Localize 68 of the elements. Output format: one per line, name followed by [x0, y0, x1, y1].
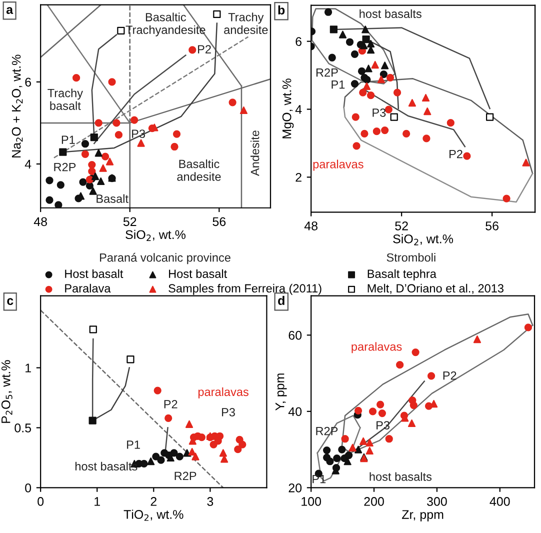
- legend-label: Paralava: [65, 284, 111, 293]
- y-tick-label: 0: [25, 483, 32, 492]
- x-axis-title: SiO$_{2}$, wt.%: [393, 234, 454, 246]
- x-axis-title: TiO$_{2}$, wt.%: [124, 510, 184, 521]
- x-axis-title: Zr, ppm: [402, 510, 444, 522]
- y-tick-label: 6: [25, 78, 31, 87]
- y-axis-title: Y, ppm: [276, 374, 287, 410]
- y-axis-title: MgO, wt.%: [282, 78, 294, 138]
- annotation: Basalt: [96, 194, 128, 203]
- text: Stromboli: [386, 253, 436, 262]
- annotation: P3: [132, 130, 145, 138]
- x-tick-label: 300: [427, 497, 447, 506]
- x-tick-label: 48: [304, 221, 318, 230]
- y-tick-label: 4: [24, 160, 32, 169]
- x-tick-label: 0: [38, 497, 44, 506]
- y-tick-label: 40: [288, 407, 302, 416]
- annotation: Trachy andesite: [224, 12, 268, 34]
- legend-label: Samples from Ferreira (2011): [168, 284, 322, 295]
- annotation: paralavas: [198, 387, 248, 398]
- annotation: P2: [198, 45, 211, 54]
- annotation: host basalts: [370, 472, 432, 481]
- annotation: paralavas: [352, 342, 402, 354]
- legend-label: Melt, D’Oriano et al., 2013: [368, 284, 504, 294]
- x-tick-label: 3: [207, 497, 214, 506]
- x-tick-label: 1: [94, 497, 100, 506]
- annotation: R2P: [174, 472, 196, 480]
- legend-label: Host basalt: [169, 269, 228, 278]
- annotation: P2: [450, 150, 462, 158]
- annotation: P1: [127, 440, 140, 449]
- annotation: Basaltic andesite: [177, 159, 221, 181]
- x-tick-label: 52: [123, 217, 136, 226]
- x-axis-title: SiO$_{2}$, wt.%: [126, 230, 186, 241]
- legend-label: Host basalt: [65, 269, 124, 278]
- chart-title: b: [278, 5, 285, 15]
- annotation: P3: [372, 108, 386, 117]
- annotation: host basalts: [360, 9, 422, 18]
- text: Paraná volcanic province: [100, 252, 230, 264]
- x-tick-label: 2: [150, 497, 156, 506]
- x-tick-label: 56: [486, 221, 498, 230]
- annotation: Andesite: [250, 130, 260, 176]
- y-tick-label: 0.5: [14, 424, 32, 432]
- y-tick-label: 2: [296, 172, 302, 182]
- x-tick-label: 200: [364, 497, 384, 506]
- annotation: P2: [443, 371, 456, 380]
- y-tick-label: 6: [296, 37, 302, 46]
- y-tick-label: 1: [26, 364, 31, 372]
- annotation: P3: [222, 408, 235, 416]
- annotation: R2P: [316, 68, 338, 77]
- legend-label: Basalt tephra: [368, 269, 436, 280]
- chart-title: a: [6, 7, 14, 14]
- x-tick-label: 56: [212, 217, 226, 226]
- annotation: paralavas: [313, 160, 364, 171]
- x-tick-label: 48: [34, 217, 47, 226]
- y-tick-label: 20: [288, 483, 302, 492]
- chart-title: d: [278, 296, 284, 305]
- y-tick-label: 60: [288, 330, 302, 340]
- annotation: R2P: [54, 162, 76, 172]
- annotation: P2: [164, 400, 178, 408]
- x-tick-label: 400: [490, 497, 510, 506]
- x-tick-label: 100: [302, 497, 322, 506]
- y-axis-title: P$_{2}$O$_{5}$, wt.%: [1, 360, 12, 423]
- chart-title: c: [7, 298, 14, 305]
- y-tick-label: 4: [295, 105, 302, 114]
- x-tick-label: 52: [395, 221, 408, 230]
- y-axis-title: Na$_{2}$O + K$_{2}$O, wt.%: [12, 54, 23, 158]
- annotation: P1: [62, 136, 75, 144]
- annotation: P1: [332, 80, 345, 89]
- annotation: Trachy basalt: [48, 88, 83, 110]
